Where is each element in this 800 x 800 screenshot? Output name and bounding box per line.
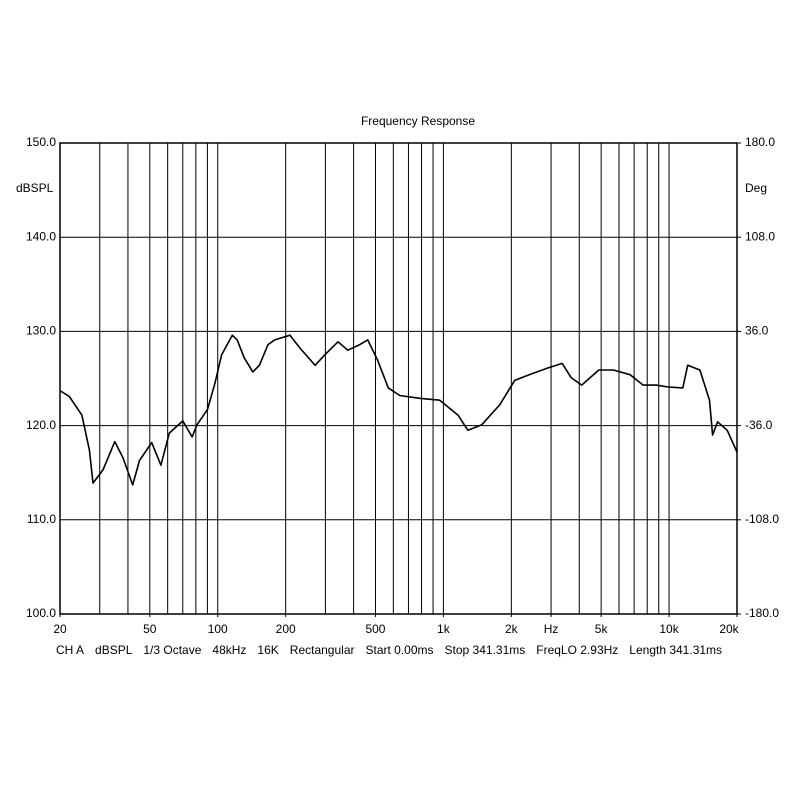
footer-item: dBSPL [95,643,133,657]
y-tick-label: 100.0 [26,606,56,620]
footer-item: 48kHz [212,643,246,657]
footer-item: 1/3 Octave [143,643,201,657]
footer-item: Start 0.00ms [366,643,434,657]
y-tick-label: 130.0 [26,324,56,338]
y2-tick-label: -36.0 [745,418,773,432]
x-tick-label: 20 [53,622,67,636]
x-tick-label: 20k [719,622,739,636]
x-tick-label: 100 [208,622,228,636]
y2-tick-label: 108.0 [745,229,775,243]
y2-tick-label: 180.0 [745,135,775,149]
x-tick-label: 10k [659,622,679,636]
x-tick-label: 5k [595,622,609,636]
footer-item: CH A [56,643,84,657]
footer-item: FreqLO 2.93Hz [536,643,618,657]
y-axis-label: dBSPL [16,181,54,195]
y-tick-label: 140.0 [26,229,56,243]
footer-item: Rectangular [290,643,355,657]
chart-title: Frequency Response [361,114,475,128]
y-tick-label: 110.0 [27,512,56,526]
y2-tick-label: 36.0 [745,324,769,338]
x-tick-label: 200 [276,622,296,636]
footer-item: Length 341.31ms [629,643,722,657]
response-line [59,334,738,486]
x-tick-label: 1k [437,622,451,636]
x-tick-label: 2k [505,622,519,636]
footer-item: 16K [257,643,278,657]
x-tick-label: 50 [143,622,157,636]
y-tick-label: 150.0 [26,135,56,149]
y2-axis-label: Deg [745,181,767,195]
x-tick-label: Hz [544,622,559,636]
y2-tick-label: -108.0 [745,512,779,526]
y-tick-label: 120.0 [26,418,56,432]
x-tick-label: 500 [365,622,385,636]
y2-tick-label: -180.0 [745,606,779,620]
footer-item: Stop 341.31ms [445,643,526,657]
